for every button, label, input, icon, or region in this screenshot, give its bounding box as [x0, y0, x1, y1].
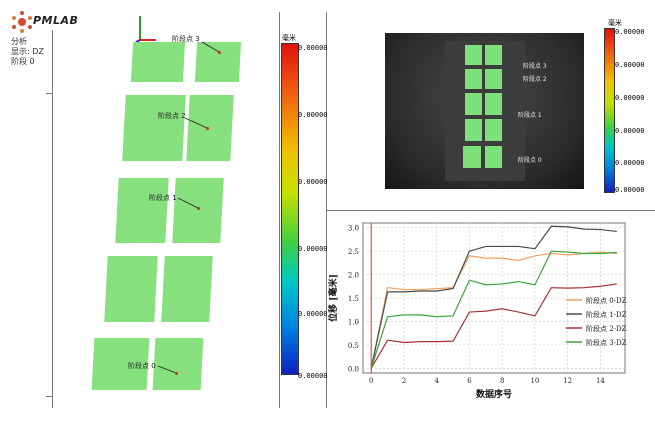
view3d-marker-point-0 [175, 372, 178, 375]
view3d-marker-point-2 [206, 127, 209, 130]
view3d-label-point-0: 阶段点 0 [128, 362, 156, 370]
chart-x-tick-label: 0 [369, 377, 373, 385]
axis-gizmo-icon [135, 16, 156, 43]
chart-legend-label: 阶段点 3-DZ [586, 338, 627, 347]
camera-label-point-1: 阶段点 1 [518, 112, 542, 119]
camera-panel-6 [485, 93, 502, 115]
chart-y-tick-label: 2.0 [348, 272, 359, 280]
chart-x-axis-label: 数据序号 [476, 388, 512, 400]
colorbar-right-tick-3: 0.00000 [615, 127, 645, 135]
view3d-label-point-1: 阶段点 1 [149, 194, 177, 202]
left-viewport-left-border [52, 30, 53, 408]
camera-view: 阶段点 3 阶段点 2 阶段点 1 阶段点 0 [385, 33, 584, 189]
chart-series-line-3 [370, 250, 617, 369]
colorbar-left [281, 43, 299, 375]
colorbar-right-tick-1: 0.00000 [615, 61, 645, 69]
chart-legend-label: 阶段点 1-DZ [586, 310, 627, 319]
displacement-chart: 0.0 0.5 1.0 1.5 2.0 2.5 3.0 0 2 4 6 8 10 12 14 数据序号 位移 [… [327, 222, 627, 400]
info-panel: 分析 显示: DZ 阶段 0 [11, 37, 44, 67]
chart-series-line-0 [370, 251, 617, 369]
view3d-leader-lines [157, 41, 220, 374]
chart-y-axis-label: 位移 [毫米] [327, 274, 339, 322]
camera-panel-2 [485, 45, 502, 65]
chart-y-tick-label: 1.0 [348, 318, 359, 326]
right-horizontal-divider [326, 210, 655, 211]
chart-x-tick-label: 8 [500, 377, 504, 385]
colorbar-right-tick-0: 0.00000 [615, 28, 645, 36]
colorbar-right-tick-2: 0.00000 [615, 94, 645, 102]
chart-legend-label: 阶段点 2-DZ [586, 324, 627, 333]
axis-gizmo [134, 14, 164, 44]
colorbar-right-unit: 毫米 [608, 19, 622, 27]
camera-panel-9 [463, 146, 481, 168]
chart-y-tick-label: 3.0 [348, 225, 359, 233]
camera-panel-1 [465, 45, 482, 65]
info-line-display: 显示: DZ [11, 47, 44, 56]
camera-label-point-3: 阶段点 3 [523, 63, 547, 70]
app-logo [10, 10, 34, 34]
colorbar-left-tick-5: 0.00000 [298, 372, 328, 380]
chart-legend-label: 阶段点 0-DZ [586, 296, 627, 305]
view3d-label-point-2: 阶段点 2 [158, 112, 186, 120]
colorbar-left-tick-2: 0.00000 [298, 178, 328, 186]
viewport-divider [279, 12, 280, 408]
camera-panel-4 [485, 69, 502, 89]
chart-y-tick-label: 0.0 [348, 365, 359, 373]
chart-x-tick-label: 14 [596, 377, 605, 385]
view3d-marker-point-1 [197, 207, 200, 210]
info-line-analysis: 分析 [11, 37, 27, 46]
chart-y-tick-label: 2.5 [348, 248, 359, 256]
chart-plot-area [362, 222, 626, 374]
colorbar-right-tick-4: 0.00000 [615, 159, 645, 167]
left-ruler-tick-bottom [46, 396, 53, 397]
camera-panel-10 [485, 146, 502, 168]
chart-y-tick-label: 1.5 [348, 295, 359, 303]
camera-label-point-0: 阶段点 0 [518, 157, 542, 164]
camera-panel-3 [465, 69, 482, 89]
logo-text: PMLAB [33, 14, 79, 27]
colorbar-right [604, 28, 615, 193]
colorbar-left-tick-4: 0.00000 [298, 310, 328, 318]
camera-panel-8 [485, 119, 502, 141]
chart-x-tick-label: 10 [530, 377, 539, 385]
colorbar-left-tick-3: 0.00000 [298, 245, 328, 253]
chart-series-line-1 [370, 225, 617, 369]
view3d-marker-point-3 [218, 51, 221, 54]
chart-x-tick-label: 4 [434, 377, 439, 385]
chart-x-tick-label: 6 [467, 377, 472, 385]
colorbar-left-unit: 毫米 [282, 34, 296, 42]
view3d-label-point-3: 阶段点 3 [172, 35, 200, 43]
info-line-stage: 阶段 0 [11, 57, 35, 66]
chart-series-line-2 [370, 283, 617, 369]
colorbar-left-tick-0: 0.00000 [298, 44, 328, 52]
colorbar-right-tick-5: 0.00000 [615, 186, 645, 194]
chart-x-tick-label: 12 [563, 377, 572, 385]
camera-label-point-2: 阶段点 2 [523, 76, 547, 83]
chart-y-tick-label: 0.5 [348, 342, 359, 350]
logo-icon [12, 11, 32, 33]
colorbar-left-tick-1: 0.00000 [298, 111, 328, 119]
camera-panel-5 [465, 93, 482, 115]
camera-panel-7 [465, 119, 482, 141]
chart-x-tick-label: 2 [402, 377, 406, 385]
left-ruler-tick-top [46, 93, 53, 94]
